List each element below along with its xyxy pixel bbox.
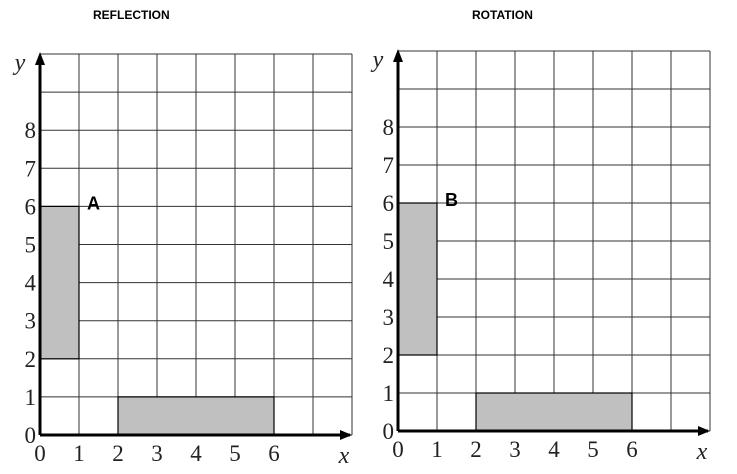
x-tick-label: 1 (73, 441, 85, 466)
y-tick-label: 1 (25, 385, 37, 410)
y-tick-label: 8 (25, 118, 37, 143)
panel-rotation: 0 1 2 3 4 5 6 0 1 2 3 4 5 6 7 8 x y B (371, 47, 711, 465)
y-tick-label: 6 (25, 194, 37, 219)
y-tick-label: 5 (25, 233, 37, 258)
y-tick-label: 1 (383, 381, 395, 406)
y-tick-label: 5 (383, 229, 395, 254)
y-tick-label: 4 (25, 271, 37, 296)
y-tick-label: 6 (383, 191, 395, 216)
y-tick-label: 3 (25, 309, 37, 334)
x-tick-label: 0 (34, 441, 46, 466)
reflection-title: REFLECTION (93, 8, 170, 22)
x-tick-label: 2 (470, 437, 482, 462)
y-tick-label: 3 (383, 305, 395, 330)
x-axis-arrow-icon (698, 426, 710, 436)
shape-label: B (445, 190, 458, 210)
x-tick-label: 6 (626, 437, 638, 462)
y-axis-arrow-icon (393, 49, 403, 62)
x-tick-label: 4 (548, 437, 560, 462)
x-tick-label: 3 (509, 437, 521, 462)
x-tick-label: 0 (392, 437, 404, 462)
x-tick-label: 5 (587, 437, 599, 462)
x-tick-label: 1 (431, 437, 443, 462)
y-tick-label: 2 (25, 347, 37, 372)
rotation-title: ROTATION (472, 8, 533, 22)
shape-rectangle (397, 202, 438, 356)
y-axis-label: y (13, 50, 26, 76)
shape-rectangle (475, 392, 633, 432)
y-axis-arrow-icon (35, 52, 45, 65)
y-tick-label: 4 (383, 267, 395, 292)
x-axis-label: x (696, 439, 708, 465)
x-tick-label: 3 (151, 441, 163, 466)
shape-rectangle (117, 396, 275, 436)
panel-reflection: 0 1 2 3 4 5 6 0 1 2 3 4 5 6 7 8 x y A (13, 50, 353, 469)
y-axis-label: y (371, 47, 384, 73)
y-tick-label: 0 (383, 419, 395, 444)
x-tick-label: 5 (229, 441, 241, 466)
x-tick-label: 2 (112, 441, 124, 466)
x-axis-arrow-icon (340, 430, 352, 440)
y-tick-label: 7 (383, 153, 395, 178)
shape-label: A (87, 193, 100, 213)
x-axis-label: x (338, 443, 350, 469)
x-tick-label: 4 (190, 441, 202, 466)
shape-rectangle (39, 205, 80, 360)
y-tick-label: 2 (383, 343, 395, 368)
y-tick-label: 7 (25, 156, 37, 181)
x-tick-label: 6 (268, 441, 280, 466)
y-tick-label: 8 (383, 115, 395, 140)
y-tick-label: 0 (25, 423, 37, 448)
